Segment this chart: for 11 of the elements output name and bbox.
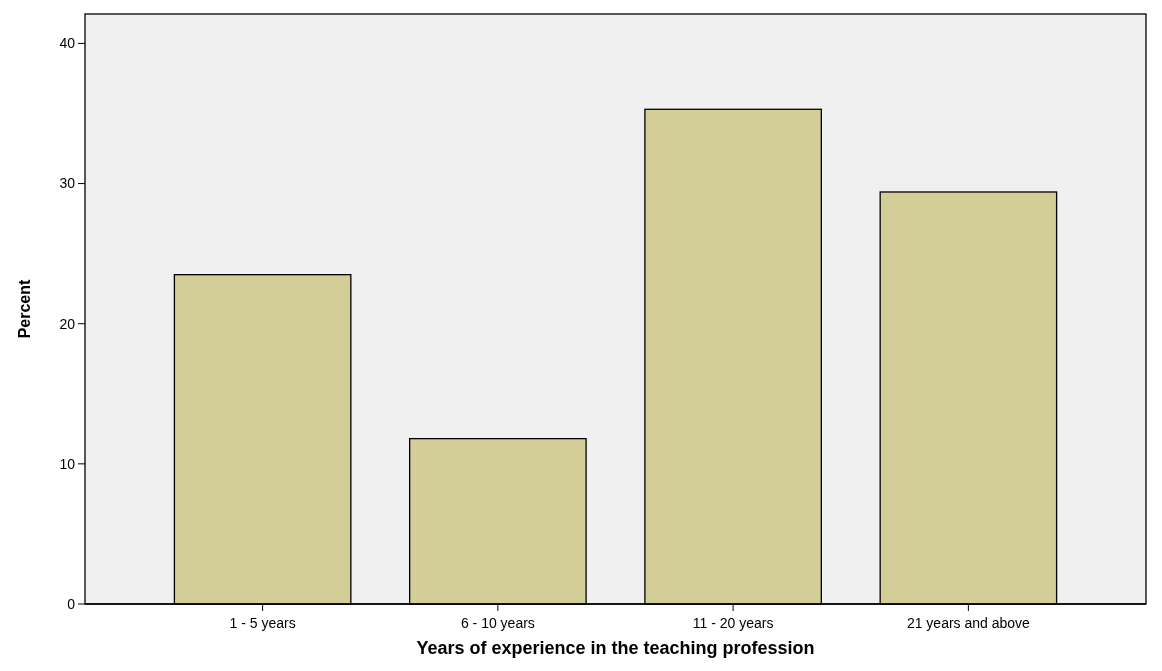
y-tick-label: 20 bbox=[59, 315, 76, 332]
x-tick-label: 21 years and above bbox=[906, 615, 1031, 631]
y-tick-label: 10 bbox=[59, 455, 76, 472]
y-axis-title: Percent bbox=[16, 278, 33, 339]
x-axis-title: Years of experience in the teaching profession bbox=[416, 638, 815, 658]
x-tick-label: 11 - 20 years bbox=[692, 615, 774, 631]
y-tick-label: 0 bbox=[67, 595, 76, 612]
y-tick-label: 30 bbox=[59, 175, 76, 192]
y-tick-label: 40 bbox=[59, 35, 76, 52]
x-tick-label: 1 - 5 years bbox=[229, 615, 296, 631]
x-tick-label: 6 - 10 years bbox=[460, 615, 535, 631]
